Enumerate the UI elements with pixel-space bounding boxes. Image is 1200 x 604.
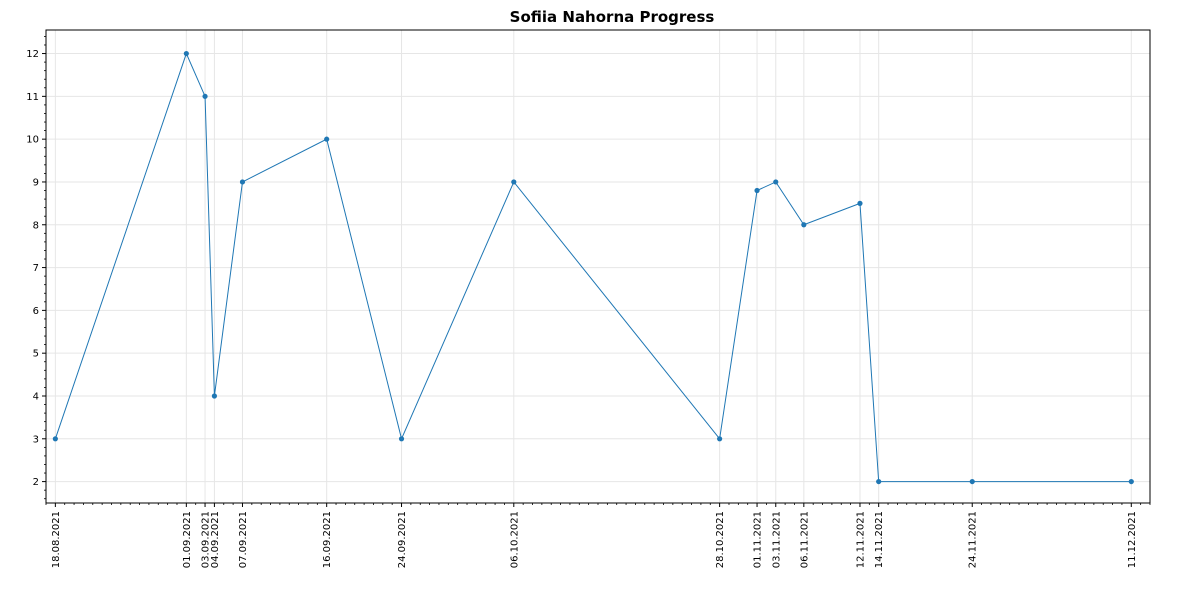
y-tick-label: 6: [33, 306, 39, 317]
y-tick-label: 2: [33, 477, 39, 488]
y-tick-label: 9: [33, 177, 39, 188]
data-point: [754, 187, 760, 194]
data-point: [239, 179, 246, 185]
y-tick-label: 3: [33, 434, 39, 445]
axis-ticks: 2 3 4 5 6 7 8 9 10 11 12 18.08.2021 01.09.2021 03.09.…: [26, 36, 1151, 568]
x-tick-label: 24.09.2021: [397, 511, 408, 568]
x-tick-label: 06.11.2021: [799, 511, 810, 568]
data-point: [183, 50, 189, 57]
series-line: [54, 52, 1132, 483]
chart-title: Sofiia Nahorna Progress: [510, 8, 715, 26]
data-point: [801, 222, 807, 228]
data-point: [211, 393, 218, 399]
data-point: [773, 179, 779, 185]
data-point: [202, 93, 208, 99]
x-tick-label: 04.09.2021: [210, 511, 221, 568]
y-tick-label: 10: [26, 135, 39, 146]
y-tick-label: 5: [33, 349, 39, 360]
data-point: [857, 200, 863, 206]
x-tick-label: 14.11.2021: [874, 511, 885, 568]
grid: [46, 30, 1150, 503]
data-point: [398, 436, 405, 442]
x-tick-label: 01.09.2021: [182, 511, 193, 568]
y-tick-label: 8: [33, 220, 39, 231]
series-layer: [52, 50, 1134, 485]
data-point: [717, 436, 723, 442]
y-tick-label: 7: [33, 263, 39, 274]
x-tick-label: 07.09.2021: [238, 511, 249, 568]
y-tick-label: 12: [26, 49, 39, 60]
x-tick-label: 01.11.2021: [753, 511, 764, 568]
x-tick-label: 06.10.2021: [509, 511, 520, 568]
data-point: [511, 179, 517, 185]
x-tick-label: 16.09.2021: [322, 511, 333, 568]
x-tick-label: 18.08.2021: [51, 511, 62, 568]
y-tick-label: 11: [26, 92, 39, 103]
x-tick-label: 12.11.2021: [855, 511, 866, 568]
x-tick-label: 28.10.2021: [715, 511, 726, 568]
x-tick-label: 11.12.2021: [1127, 511, 1138, 568]
x-tick-label: 03.09.2021: [201, 511, 212, 568]
data-point: [52, 436, 58, 442]
x-tick-label: 24.11.2021: [968, 511, 979, 568]
y-tick-label: 4: [33, 391, 39, 402]
plot-frame: [45, 29, 1151, 504]
x-tick-label: 03.11.2021: [771, 511, 782, 568]
data-point: [969, 478, 975, 485]
data-point: [876, 478, 882, 485]
data-point: [324, 136, 330, 142]
data-point: [1128, 478, 1134, 485]
